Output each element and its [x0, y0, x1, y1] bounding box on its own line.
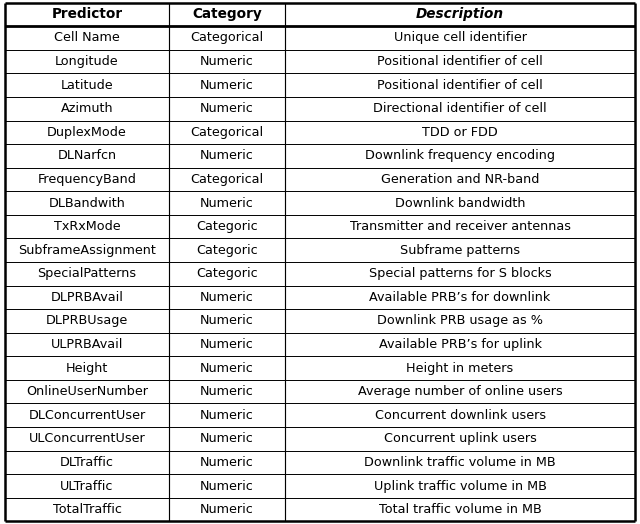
Text: Directional identifier of cell: Directional identifier of cell	[373, 102, 547, 115]
Text: Numeric: Numeric	[200, 362, 254, 375]
Text: SubframeAssignment: SubframeAssignment	[18, 244, 156, 257]
Text: Categoric: Categoric	[196, 267, 258, 280]
Text: Downlink frequency encoding: Downlink frequency encoding	[365, 149, 555, 162]
Text: TDD or FDD: TDD or FDD	[422, 126, 498, 139]
Text: Total traffic volume in MB: Total traffic volume in MB	[379, 503, 541, 516]
Text: Categorical: Categorical	[191, 31, 264, 45]
Text: ULTraffic: ULTraffic	[60, 479, 114, 493]
Text: DuplexMode: DuplexMode	[47, 126, 127, 139]
Text: Positional identifier of cell: Positional identifier of cell	[377, 55, 543, 68]
Text: Numeric: Numeric	[200, 149, 254, 162]
Text: DLPRBAvail: DLPRBAvail	[51, 291, 124, 304]
Text: Positional identifier of cell: Positional identifier of cell	[377, 79, 543, 92]
Text: Numeric: Numeric	[200, 291, 254, 304]
Text: Categorical: Categorical	[191, 126, 264, 139]
Text: Categoric: Categoric	[196, 244, 258, 257]
Text: Latitude: Latitude	[61, 79, 113, 92]
Text: Numeric: Numeric	[200, 385, 254, 398]
Text: Azimuth: Azimuth	[61, 102, 113, 115]
Text: ULConcurrentUser: ULConcurrentUser	[29, 432, 145, 445]
Text: Height: Height	[66, 362, 108, 375]
Text: Downlink PRB usage as %: Downlink PRB usage as %	[377, 314, 543, 328]
Text: Cell Name: Cell Name	[54, 31, 120, 45]
Text: Numeric: Numeric	[200, 196, 254, 210]
Text: Category: Category	[192, 7, 262, 21]
Text: Unique cell identifier: Unique cell identifier	[394, 31, 527, 45]
Text: Categoric: Categoric	[196, 220, 258, 233]
Text: Numeric: Numeric	[200, 432, 254, 445]
Text: Numeric: Numeric	[200, 338, 254, 351]
Text: TotalTraffic: TotalTraffic	[52, 503, 122, 516]
Text: Generation and NR-band: Generation and NR-band	[381, 173, 540, 186]
Text: Numeric: Numeric	[200, 479, 254, 493]
Text: Numeric: Numeric	[200, 102, 254, 115]
Text: DLPRBUsage: DLPRBUsage	[46, 314, 128, 328]
Text: Uplink traffic volume in MB: Uplink traffic volume in MB	[374, 479, 547, 493]
Text: Numeric: Numeric	[200, 456, 254, 469]
Text: TxRxMode: TxRxMode	[54, 220, 120, 233]
Text: Downlink traffic volume in MB: Downlink traffic volume in MB	[364, 456, 556, 469]
Text: Description: Description	[416, 7, 504, 21]
Text: Predictor: Predictor	[51, 7, 122, 21]
Text: Available PRB’s for uplink: Available PRB’s for uplink	[379, 338, 541, 351]
Text: SpecialPatterns: SpecialPatterns	[37, 267, 136, 280]
Text: Numeric: Numeric	[200, 314, 254, 328]
Text: Special patterns for S blocks: Special patterns for S blocks	[369, 267, 552, 280]
Text: Height in meters: Height in meters	[406, 362, 514, 375]
Text: Longitude: Longitude	[55, 55, 119, 68]
Text: DLTraffic: DLTraffic	[60, 456, 114, 469]
Text: Subframe patterns: Subframe patterns	[400, 244, 520, 257]
Text: OnlineUserNumber: OnlineUserNumber	[26, 385, 148, 398]
Text: Available PRB’s for downlink: Available PRB’s for downlink	[369, 291, 551, 304]
Text: Categorical: Categorical	[191, 173, 264, 186]
Text: DLConcurrentUser: DLConcurrentUser	[28, 409, 146, 422]
Text: Numeric: Numeric	[200, 503, 254, 516]
Text: Average number of online users: Average number of online users	[358, 385, 563, 398]
Text: DLBandwith: DLBandwith	[49, 196, 125, 210]
Text: Downlink bandwidth: Downlink bandwidth	[395, 196, 525, 210]
Text: DLNarfcn: DLNarfcn	[58, 149, 116, 162]
Text: Numeric: Numeric	[200, 79, 254, 92]
Text: FrequencyBand: FrequencyBand	[38, 173, 136, 186]
Text: Concurrent uplink users: Concurrent uplink users	[384, 432, 536, 445]
Text: Numeric: Numeric	[200, 409, 254, 422]
Text: Concurrent downlink users: Concurrent downlink users	[374, 409, 546, 422]
Text: Transmitter and receiver antennas: Transmitter and receiver antennas	[349, 220, 571, 233]
Text: ULPRBAvail: ULPRBAvail	[51, 338, 123, 351]
Text: Numeric: Numeric	[200, 55, 254, 68]
